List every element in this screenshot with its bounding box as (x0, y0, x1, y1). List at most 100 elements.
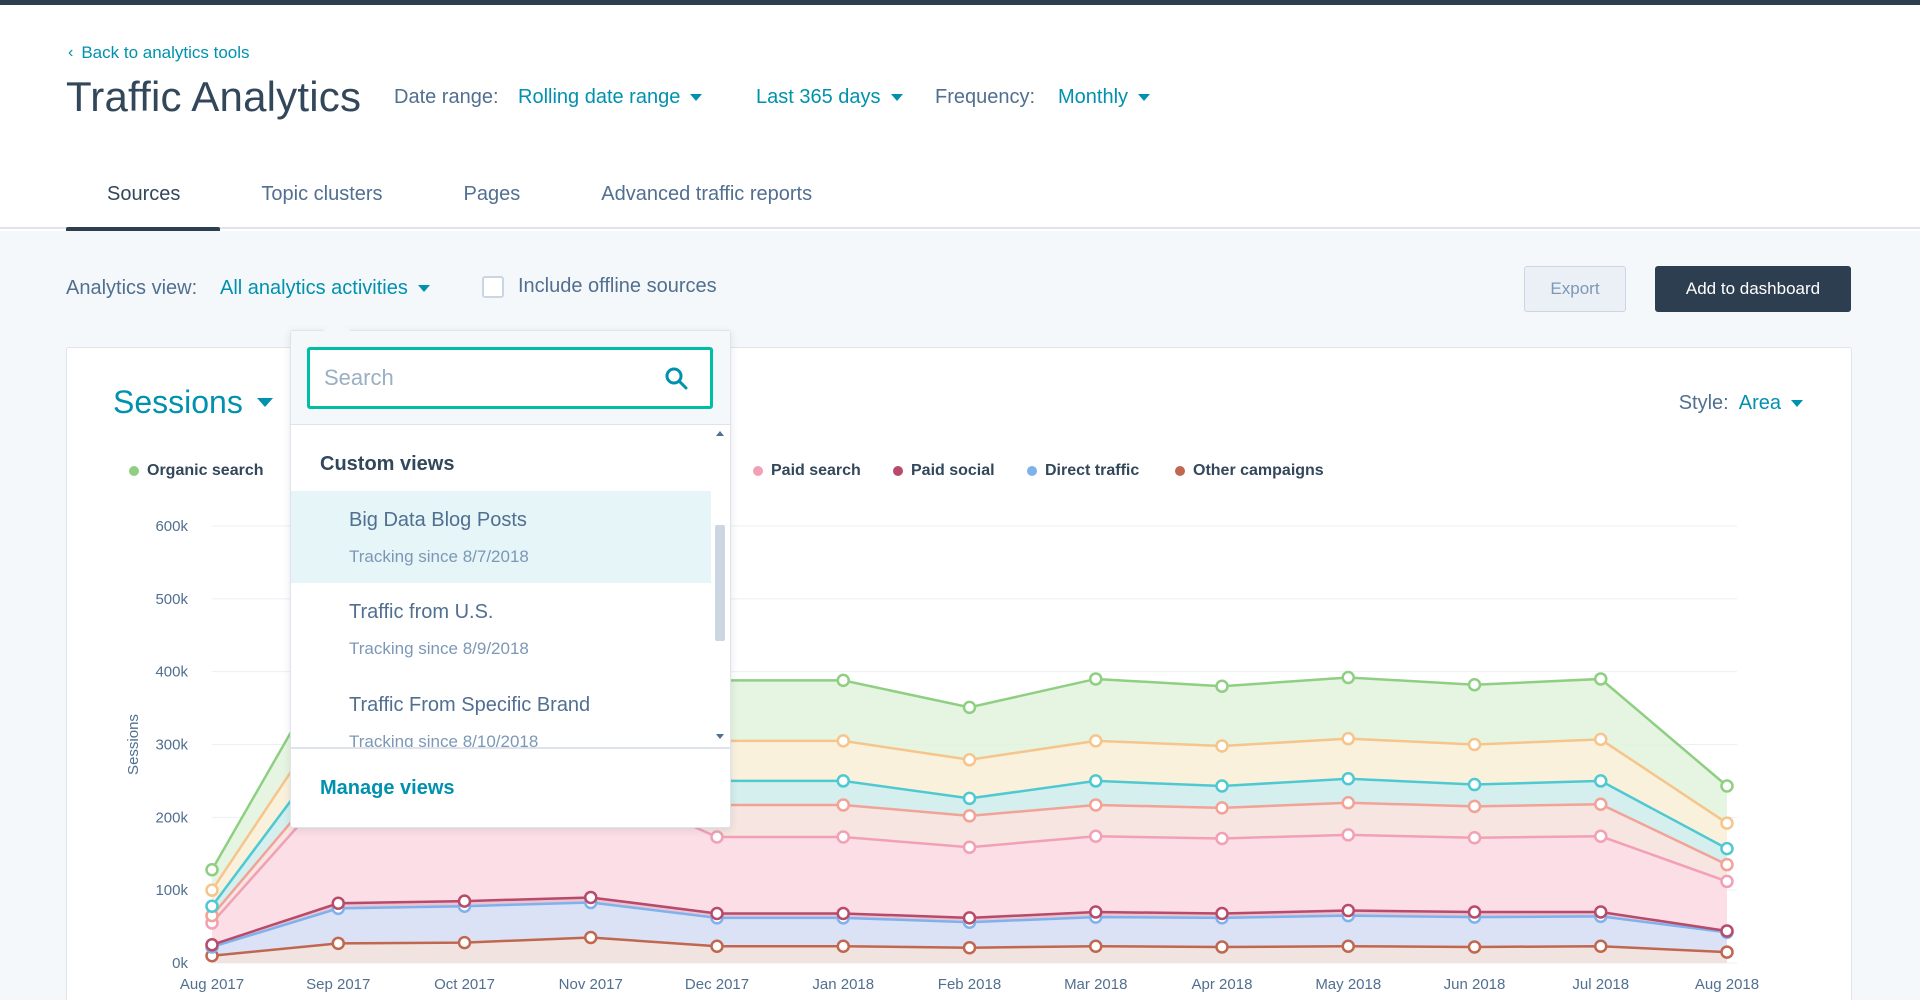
legend-swatch (893, 466, 903, 476)
point-paid-social (1341, 903, 1355, 918)
date-range-dropdown[interactable]: Rolling date range (518, 86, 703, 109)
menu-scrollbar[interactable] (711, 425, 730, 747)
y-axis-label: Sessions (125, 714, 142, 775)
legend-label: Organic search (147, 462, 264, 479)
x-tick-label: Jul 2018 (1572, 976, 1629, 993)
point-other-campaigns (1215, 940, 1229, 954)
checkbox-box[interactable] (482, 275, 504, 298)
point-organic-search (1467, 678, 1482, 692)
search-input[interactable] (324, 365, 644, 391)
point-layer-orange (1341, 731, 1355, 746)
y-tick-label: 500k (155, 591, 188, 608)
x-tick-label: Jan 2018 (812, 976, 874, 993)
legend-item-other-campaigns[interactable]: Other campaigns (1175, 462, 1324, 480)
back-link[interactable]: ‹ Back to analytics tools (68, 43, 250, 63)
point-paid-social (457, 894, 472, 908)
point-organic-search (1341, 670, 1355, 685)
legend-label: Paid search (771, 462, 861, 479)
x-tick-label: Feb 2018 (938, 976, 1001, 993)
scroll-down-icon[interactable] (716, 734, 724, 739)
analytics-view-value: All analytics activities (220, 277, 408, 299)
point-layer-orange (1215, 739, 1229, 753)
caret-down-icon (890, 94, 903, 101)
point-layer-salmon (1467, 799, 1482, 814)
legend-item-direct-traffic[interactable]: Direct traffic (1027, 462, 1139, 480)
point-layer-teal (1089, 774, 1103, 788)
tab-topic-clusters[interactable]: Topic clusters (261, 183, 383, 205)
view-item-traffic-from-specific-brand[interactable]: Traffic From Specific Brand Tracking sin… (291, 676, 711, 747)
view-item-name: Traffic From Specific Brand (349, 694, 591, 716)
view-item-traffic-from-us[interactable]: Traffic from U.S. Tracking since 8/9/201… (291, 583, 711, 675)
point-other-campaigns (331, 936, 345, 951)
point-layer-teal (962, 791, 977, 806)
caret-down-icon (1138, 94, 1151, 101)
y-tick-label: 200k (155, 809, 188, 826)
include-offline-label: Include offline sources (518, 275, 717, 297)
point-other-campaigns (1467, 940, 1482, 954)
export-button[interactable]: Export (1524, 266, 1626, 312)
frequency-dropdown[interactable]: Monthly (1058, 86, 1151, 109)
point-paid-search (1467, 830, 1482, 845)
point-layer-orange (1089, 734, 1103, 748)
point-paid-search (710, 830, 724, 844)
point-layer-orange (1720, 816, 1734, 830)
point-other-campaigns (962, 940, 977, 955)
caret-down-icon (690, 94, 703, 101)
include-offline-checkbox[interactable]: Include offline sources (482, 275, 717, 298)
analytics-view-dropdown[interactable]: All analytics activities (220, 277, 430, 300)
point-paid-search (1720, 874, 1734, 889)
point-paid-search (1089, 829, 1103, 844)
caret-down-icon (1791, 400, 1803, 407)
view-item-tracking: Tracking since 8/10/2018 (349, 732, 539, 747)
point-paid-social (1594, 905, 1608, 919)
point-paid-social (331, 896, 345, 911)
page-title: Traffic Analytics (66, 73, 362, 120)
analytics-view-label: Analytics view: (66, 277, 198, 299)
y-tick-label: 0k (172, 955, 188, 972)
y-tick-label: 100k (155, 882, 188, 899)
style-selector: Style: Area (1679, 392, 1803, 415)
point-layer-salmon (1594, 797, 1608, 811)
point-layer-salmon (962, 809, 977, 823)
add-to-dashboard-button[interactable]: Add to dashboard (1655, 266, 1851, 312)
legend-item-paid-social[interactable]: Paid social (893, 462, 995, 480)
point-layer-teal (1720, 841, 1734, 856)
point-layer-teal (836, 774, 850, 788)
point-layer-orange (1594, 732, 1608, 747)
y-tick-label: 300k (155, 737, 188, 754)
style-dropdown[interactable]: Area (1739, 392, 1803, 415)
point-paid-social (584, 890, 598, 905)
date-range-value: Rolling date range (518, 86, 681, 108)
x-tick-label: Aug 2018 (1695, 976, 1759, 993)
point-other-campaigns (1594, 939, 1608, 953)
point-organic-search (1089, 672, 1103, 686)
menu-footer: Manage views (291, 747, 730, 827)
metric-dropdown[interactable]: Sessions (113, 384, 273, 421)
point-layer-orange (205, 883, 219, 897)
point-other-campaigns (710, 939, 724, 953)
search-icon[interactable] (664, 366, 688, 390)
tab-pages[interactable]: Pages (463, 183, 521, 205)
x-tick-label: May 2018 (1315, 976, 1381, 993)
point-other-campaigns (584, 930, 598, 945)
point-layer-salmon (1215, 801, 1229, 815)
point-layer-teal (205, 899, 219, 913)
legend-swatch (1175, 466, 1185, 476)
tab-sources[interactable]: Sources (66, 167, 221, 234)
point-layer-orange (1467, 737, 1482, 752)
tab-advanced-traffic-reports[interactable]: Advanced traffic reports (601, 183, 813, 205)
period-dropdown[interactable]: Last 365 days (756, 86, 903, 109)
scroll-up-icon[interactable] (716, 431, 724, 436)
point-organic-search (962, 700, 977, 715)
view-item-big-data-blog-posts[interactable]: Big Data Blog Posts Tracking since 8/7/2… (291, 491, 711, 583)
legend-item-organic-search[interactable]: Organic search (129, 462, 264, 480)
view-item-tracking: Tracking since 8/9/2018 (349, 639, 529, 658)
legend-item-paid-search[interactable]: Paid search (753, 462, 861, 480)
search-box (307, 347, 713, 409)
point-paid-social (1720, 924, 1734, 938)
scrollbar-thumb[interactable] (715, 525, 725, 641)
legend-label: Paid social (911, 462, 995, 479)
x-tick-label: Aug 2017 (180, 976, 244, 993)
manage-views-link[interactable]: Manage views (320, 777, 455, 799)
analytics-view-menu: Custom views Big Data Blog Posts Trackin… (290, 319, 731, 828)
